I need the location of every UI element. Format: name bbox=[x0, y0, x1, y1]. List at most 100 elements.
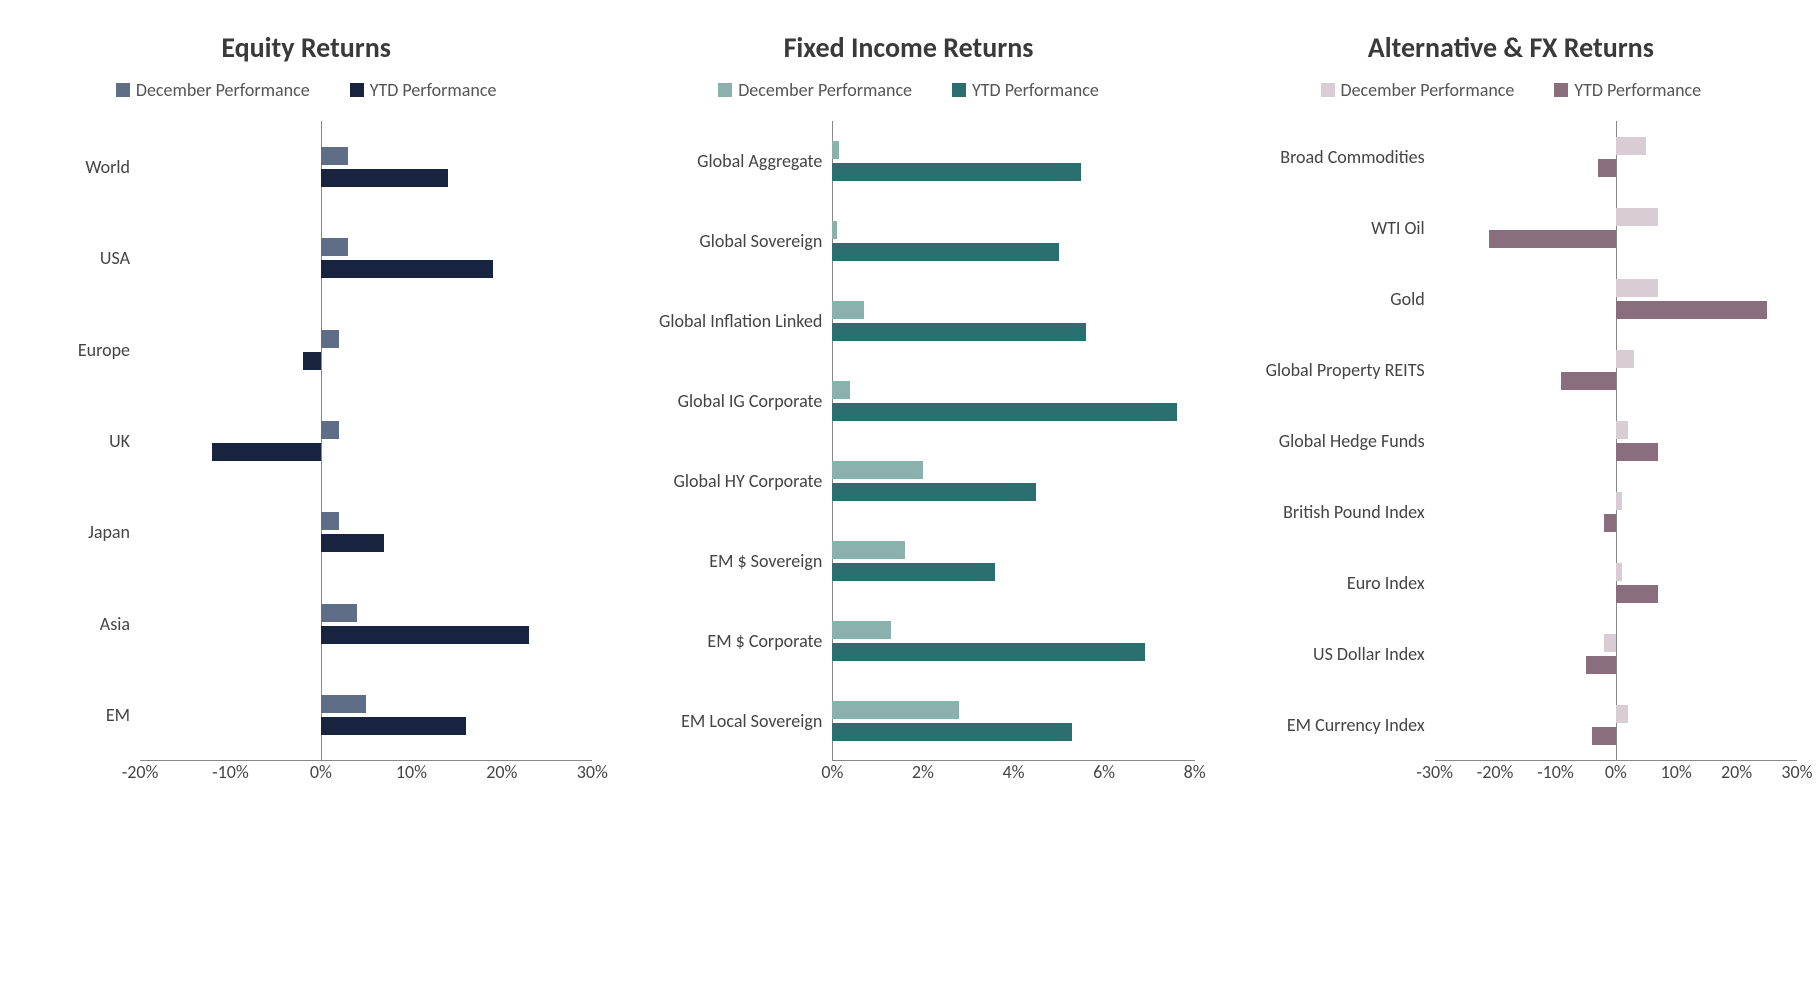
category-labels: Broad CommoditiesWTI OilGoldGlobal Prope… bbox=[1225, 121, 1435, 761]
bar-dec bbox=[321, 147, 348, 165]
x-tick-label: 2% bbox=[912, 761, 934, 783]
legend-swatch bbox=[350, 83, 364, 97]
bar-dec bbox=[832, 221, 837, 239]
category-label: EM Local Sovereign bbox=[622, 710, 832, 732]
plot-area: WorldUSAEuropeUKJapanAsiaEM-20%-10%0%10%… bbox=[20, 121, 592, 801]
bar-group bbox=[832, 281, 1194, 361]
legend-swatch bbox=[718, 83, 732, 97]
category-label: Japan bbox=[20, 521, 140, 543]
category-label: Europe bbox=[20, 339, 140, 361]
legend-label: December Performance bbox=[1341, 79, 1515, 101]
x-tick-label: 0% bbox=[821, 761, 843, 783]
bar-ytd bbox=[1598, 159, 1616, 177]
bar-dec bbox=[1616, 563, 1622, 581]
legend-label: YTD Performance bbox=[972, 79, 1099, 101]
category-label: UK bbox=[20, 430, 140, 452]
legend-swatch bbox=[952, 83, 966, 97]
bar-dec bbox=[832, 541, 904, 559]
x-tick-label: -20% bbox=[1477, 761, 1514, 783]
category-labels: WorldUSAEuropeUKJapanAsiaEM bbox=[20, 121, 140, 761]
bar-ytd bbox=[832, 643, 1145, 661]
bar-dec bbox=[832, 301, 864, 319]
x-tick-label: -10% bbox=[1537, 761, 1574, 783]
bar-ytd bbox=[321, 626, 529, 644]
bar-group bbox=[140, 304, 592, 395]
bar-dec bbox=[1616, 705, 1628, 723]
bar-dec bbox=[832, 141, 839, 159]
legend-swatch bbox=[1554, 83, 1568, 97]
bar-ytd bbox=[832, 323, 1086, 341]
charts-row: Equity ReturnsDecember PerformanceYTD Pe… bbox=[20, 30, 1797, 801]
bar-dec bbox=[1616, 421, 1628, 439]
bar-dec bbox=[321, 238, 348, 256]
legend-item-ytd: YTD Performance bbox=[350, 79, 497, 101]
bar-ytd bbox=[321, 534, 384, 552]
chart-title: Alternative & FX Returns bbox=[1368, 30, 1654, 65]
bar-ytd bbox=[1604, 514, 1616, 532]
bar-dec bbox=[1616, 279, 1658, 297]
x-tick-label: 10% bbox=[1661, 761, 1692, 783]
category-label: Global Inflation Linked bbox=[622, 310, 832, 332]
chart-panel-alt-fx: Alternative & FX Returns December Perform… bbox=[1225, 30, 1797, 801]
bar-ytd bbox=[1489, 230, 1616, 248]
bar-dec bbox=[832, 381, 850, 399]
bar-dec bbox=[321, 330, 339, 348]
bar-group bbox=[140, 670, 592, 761]
x-tick-label: 0% bbox=[310, 761, 332, 783]
bar-group bbox=[1435, 121, 1797, 192]
legend-label: December Performance bbox=[738, 79, 912, 101]
bar-ytd bbox=[1561, 372, 1615, 390]
legend-item-dec: December Performance bbox=[1321, 79, 1515, 101]
bar-group bbox=[140, 212, 592, 303]
bar-dec bbox=[321, 421, 339, 439]
bar-ytd bbox=[832, 723, 1072, 741]
x-tick-label: 0% bbox=[1605, 761, 1627, 783]
bar-dec bbox=[1616, 492, 1622, 510]
bar-group bbox=[1435, 548, 1797, 619]
category-label: USA bbox=[20, 247, 140, 269]
bar-group bbox=[1435, 405, 1797, 476]
legend: December PerformanceYTD Performance bbox=[116, 79, 497, 101]
bar-group bbox=[1435, 690, 1797, 761]
bar-ytd bbox=[1616, 443, 1658, 461]
category-label: WTI Oil bbox=[1225, 217, 1435, 239]
bar-group bbox=[832, 681, 1194, 761]
x-tick-label: 6% bbox=[1093, 761, 1115, 783]
bar-dec bbox=[832, 621, 891, 639]
x-tick-label: 30% bbox=[577, 761, 608, 783]
bars-region bbox=[1435, 121, 1797, 761]
plot-area: Global AggregateGlobal SovereignGlobal I… bbox=[622, 121, 1194, 801]
bar-dec bbox=[1616, 137, 1646, 155]
bar-group bbox=[832, 601, 1194, 681]
bar-ytd bbox=[1586, 656, 1616, 674]
category-label: Gold bbox=[1225, 288, 1435, 310]
bar-group bbox=[140, 121, 592, 212]
x-tick-label: 30% bbox=[1781, 761, 1812, 783]
bar-group bbox=[832, 201, 1194, 281]
bar-group bbox=[832, 121, 1194, 201]
plot-area: Broad CommoditiesWTI OilGoldGlobal Prope… bbox=[1225, 121, 1797, 801]
bar-group bbox=[1435, 192, 1797, 263]
bar-dec bbox=[832, 701, 959, 719]
bar-ytd bbox=[832, 483, 1036, 501]
bar-ytd bbox=[321, 260, 493, 278]
category-label: World bbox=[20, 156, 140, 178]
category-label: Global Sovereign bbox=[622, 230, 832, 252]
bar-ytd bbox=[321, 169, 448, 187]
bar-ytd bbox=[832, 243, 1058, 261]
category-label: EM $ Sovereign bbox=[622, 550, 832, 572]
bar-ytd bbox=[832, 403, 1176, 421]
legend-swatch bbox=[1321, 83, 1335, 97]
x-tick-label: 20% bbox=[1721, 761, 1752, 783]
legend-label: YTD Performance bbox=[1574, 79, 1701, 101]
legend: December Performance YTD Performance bbox=[718, 79, 1099, 101]
bar-dec bbox=[1604, 634, 1616, 652]
category-label: US Dollar Index bbox=[1225, 643, 1435, 665]
x-tick-label: -30% bbox=[1416, 761, 1453, 783]
bars-region bbox=[140, 121, 592, 761]
bar-ytd bbox=[832, 563, 995, 581]
bar-group bbox=[1435, 477, 1797, 548]
bar-dec bbox=[1616, 350, 1634, 368]
legend-label: YTD Performance bbox=[370, 79, 497, 101]
x-tick-label: 4% bbox=[1002, 761, 1024, 783]
